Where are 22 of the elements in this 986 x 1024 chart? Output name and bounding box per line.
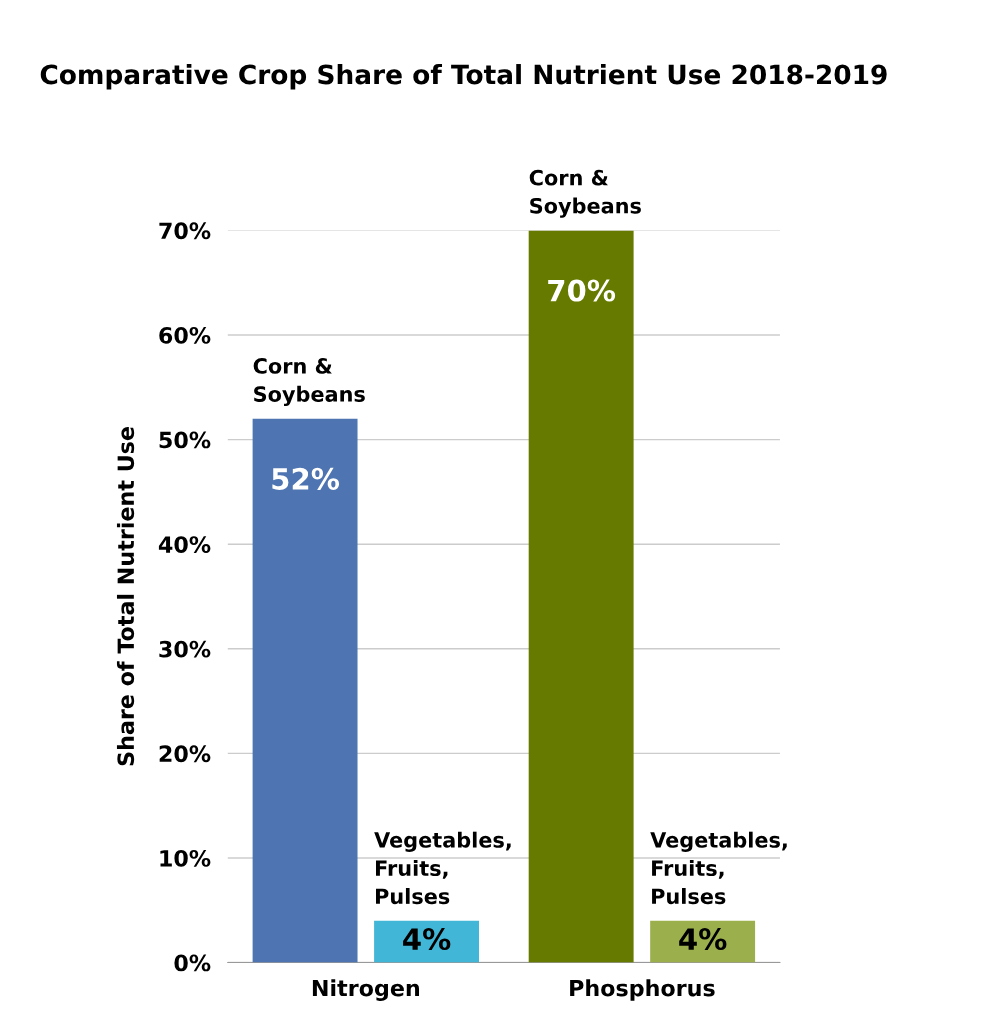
bar — [252, 418, 358, 963]
text: Vegetables, Fruits, Pulses — [650, 831, 787, 905]
chart-title: Comparative Crop Share of Total Nutrient Use 2018-2019 — [40, 64, 887, 90]
bar — [528, 230, 634, 963]
data-label: 4% — [403, 928, 451, 951]
y-tick-label: 70% — [159, 222, 211, 240]
series-label: Vegetables, Fruits, Pulses — [374, 831, 511, 905]
y-tick-label: 40% — [158, 536, 211, 553]
x-tick-label: Phosphorus — [570, 979, 715, 1001]
series-label: Corn & Soybeans — [253, 358, 365, 407]
data-label: 70% — [548, 279, 616, 302]
y-tick-label: 10% — [160, 849, 211, 867]
y-tick-label: 30% — [159, 640, 211, 658]
text: Corn & Soybeans — [529, 169, 641, 218]
y-tick-label: 60% — [159, 326, 211, 344]
y-tick-label: 0% — [174, 954, 211, 972]
data-label: 52% — [272, 467, 340, 490]
y-tick-label: 50% — [159, 431, 211, 449]
data-label: 4% — [679, 928, 727, 951]
x-tick-label: Nitrogen — [312, 979, 419, 1001]
y-tick-label: 20% — [159, 745, 211, 763]
y-axis-title: Share of Total Nutrient Use — [116, 427, 135, 766]
